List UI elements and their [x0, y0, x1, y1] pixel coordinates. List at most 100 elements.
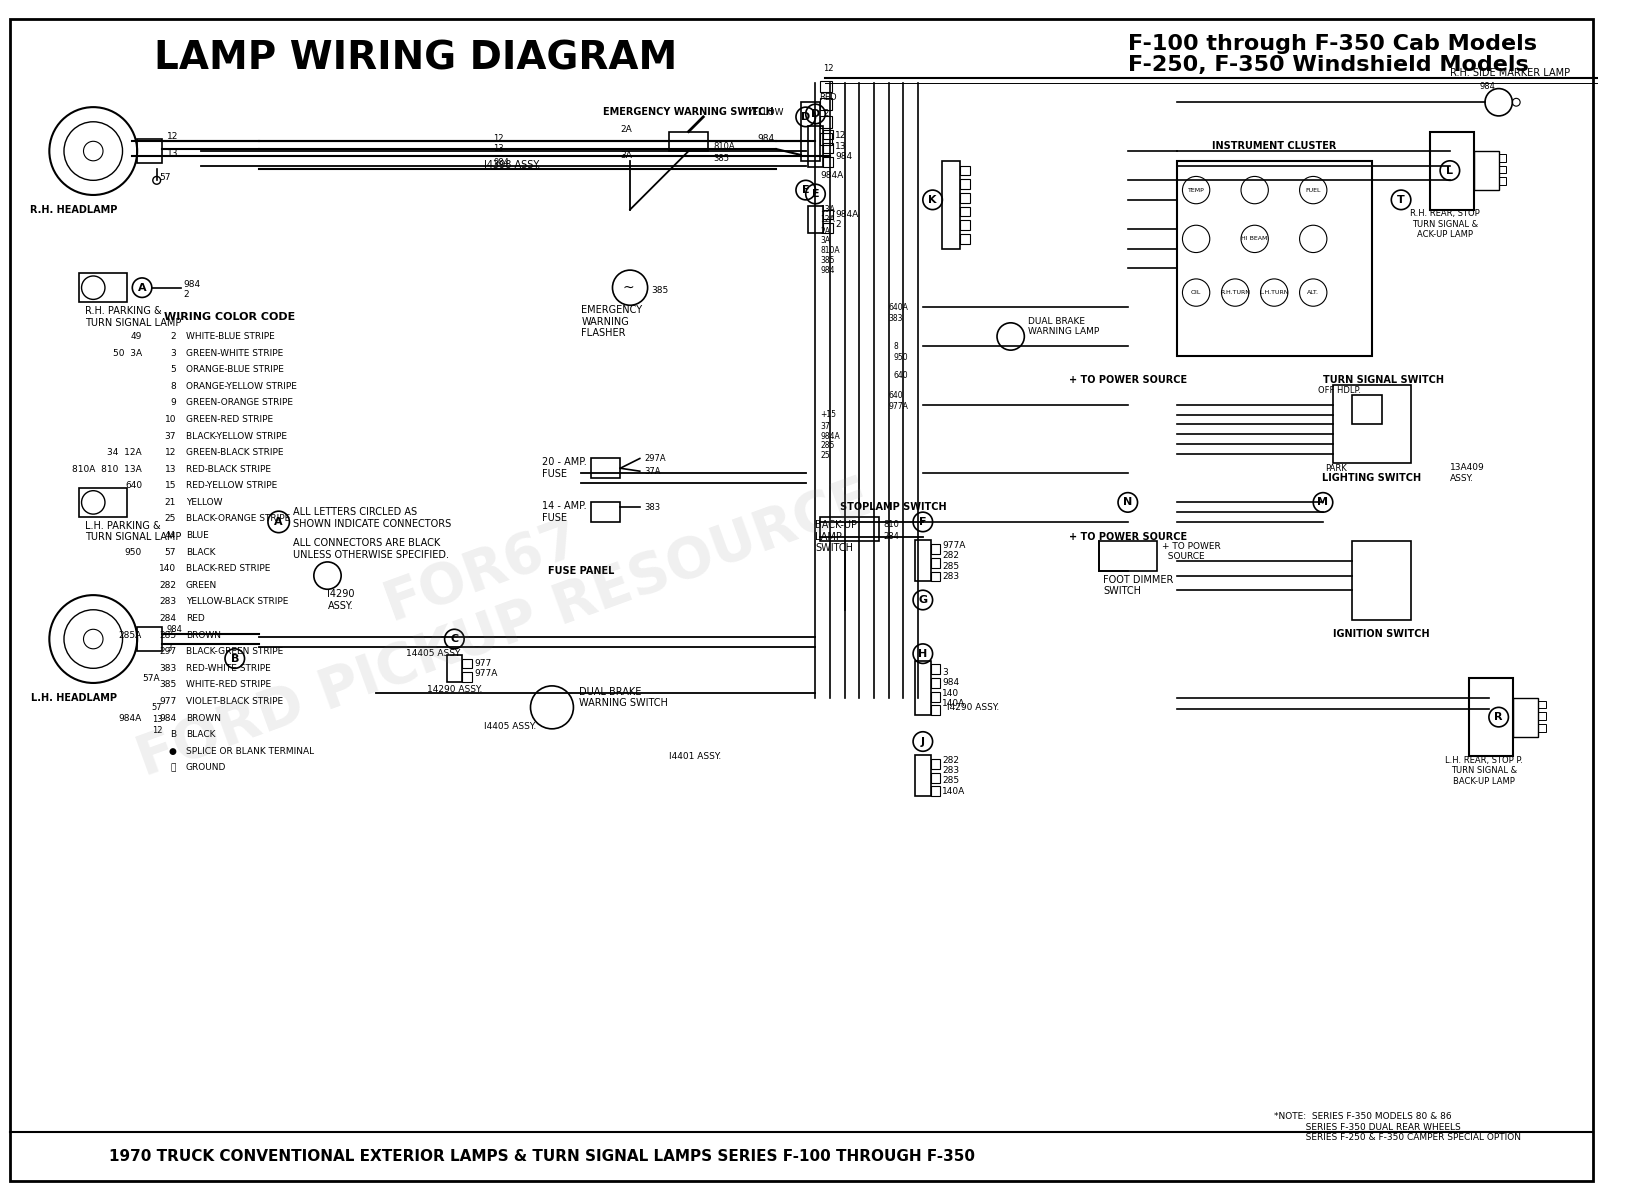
- Text: FOOT DIMMER
SWITCH: FOOT DIMMER SWITCH: [1103, 575, 1173, 596]
- Text: GREEN: GREEN: [186, 581, 217, 590]
- Text: 810A: 810A: [713, 142, 734, 151]
- Text: 5: 5: [170, 365, 176, 374]
- Bar: [960, 179, 969, 190]
- Text: ⏟: ⏟: [171, 763, 176, 773]
- Bar: [821, 517, 880, 541]
- Text: FOR67
FORD PICKUP RESOURCE: FOR67 FORD PICKUP RESOURCE: [108, 413, 878, 787]
- Bar: [1513, 697, 1537, 737]
- Text: D: D: [801, 112, 811, 122]
- Text: SHOWN INDICATE CONNECTORS: SHOWN INDICATE CONNECTORS: [294, 518, 452, 529]
- Text: RED: RED: [186, 614, 204, 623]
- Text: YELLOW-BLACK STRIPE: YELLOW-BLACK STRIPE: [186, 598, 289, 606]
- Bar: [942, 161, 960, 248]
- Bar: [916, 660, 930, 715]
- Text: 984A: 984A: [119, 714, 142, 722]
- Text: WHITE-BLUE STRIPE: WHITE-BLUE STRIPE: [186, 332, 274, 341]
- Text: 3: 3: [170, 348, 176, 358]
- Text: 282
283
285
140A: 282 283 285 140A: [942, 756, 966, 796]
- Bar: [960, 234, 969, 244]
- Text: R.H.TURN: R.H.TURN: [1221, 290, 1250, 295]
- Text: 984: 984: [158, 714, 176, 722]
- Text: 984: 984: [166, 625, 183, 634]
- Text: 57: 57: [152, 703, 163, 712]
- Bar: [669, 132, 708, 151]
- Bar: [916, 540, 930, 582]
- Text: N: N: [1123, 498, 1133, 508]
- Text: 37: 37: [821, 421, 831, 431]
- Bar: [821, 98, 832, 110]
- Bar: [462, 672, 472, 682]
- Text: IGNITION SWITCH: IGNITION SWITCH: [1333, 629, 1430, 640]
- Text: YELLOW: YELLOW: [747, 108, 783, 116]
- Bar: [960, 193, 969, 203]
- Text: L: L: [1446, 166, 1454, 175]
- Text: 20 - AMP.
FUSE: 20 - AMP. FUSE: [542, 457, 588, 479]
- Bar: [930, 571, 940, 582]
- Bar: [591, 458, 620, 478]
- Text: 984: 984: [821, 265, 836, 275]
- Bar: [808, 205, 823, 233]
- Text: R.H. HEADLAMP: R.H. HEADLAMP: [29, 205, 118, 215]
- Text: 50  3A: 50 3A: [113, 348, 142, 358]
- Text: L.H. REAR, STOP P.
TURN SIGNAL &
BACK-UP LAMP: L.H. REAR, STOP P. TURN SIGNAL & BACK-UP…: [1444, 756, 1523, 786]
- Text: 57: 57: [165, 547, 176, 557]
- Text: + TO POWER
  SOURCE: + TO POWER SOURCE: [1162, 541, 1221, 560]
- Text: 950: 950: [894, 354, 907, 362]
- Text: 385: 385: [158, 680, 176, 690]
- Bar: [930, 665, 940, 674]
- Text: G: G: [919, 595, 927, 605]
- Text: ALL LETTERS CIRCLED AS: ALL LETTERS CIRCLED AS: [294, 508, 418, 517]
- Text: 3A: 3A: [821, 236, 831, 245]
- Text: 57: 57: [160, 173, 171, 182]
- Bar: [1498, 154, 1506, 162]
- Text: E: E: [801, 185, 809, 196]
- Text: D: D: [811, 109, 821, 119]
- Text: 14 - AMP.
FUSE: 14 - AMP. FUSE: [542, 502, 588, 523]
- Bar: [1098, 541, 1157, 571]
- Text: WIRING COLOR CODE: WIRING COLOR CODE: [165, 312, 295, 322]
- Bar: [930, 786, 940, 796]
- Text: 383: 383: [645, 503, 661, 511]
- Text: GREEN-RED STRIPE: GREEN-RED STRIPE: [186, 415, 273, 424]
- Text: DUAL BRAKE
WARNING SWITCH: DUAL BRAKE WARNING SWITCH: [579, 686, 667, 708]
- Text: 984: 984: [183, 281, 201, 289]
- Text: 285A: 285A: [119, 631, 142, 640]
- Bar: [1498, 178, 1506, 185]
- Text: 640: 640: [889, 390, 902, 400]
- Text: 984: 984: [493, 158, 509, 167]
- Text: M: M: [1317, 498, 1328, 508]
- Text: F-250, F-350 Windshield Models: F-250, F-350 Windshield Models: [1128, 55, 1529, 76]
- Text: I4290
ASSY.: I4290 ASSY.: [328, 589, 356, 611]
- Text: FUSE PANEL: FUSE PANEL: [548, 565, 614, 576]
- Text: GREEN-BLACK STRIPE: GREEN-BLACK STRIPE: [186, 448, 284, 457]
- Bar: [137, 139, 162, 163]
- Text: 284: 284: [885, 532, 899, 541]
- Bar: [1537, 724, 1546, 732]
- Bar: [930, 678, 940, 688]
- Text: I4290 ASSY.: I4290 ASSY.: [947, 703, 999, 712]
- Bar: [1333, 385, 1410, 463]
- Text: ~: ~: [622, 281, 633, 295]
- Bar: [1353, 395, 1382, 425]
- Text: 2A: 2A: [821, 227, 831, 235]
- Text: 810: 810: [885, 521, 899, 529]
- Text: FUEL: FUEL: [1306, 187, 1320, 192]
- Text: 57A: 57A: [142, 673, 160, 683]
- Text: 977A
282
285
283: 977A 282 285 283: [942, 541, 966, 581]
- Text: GREEN-ORANGE STRIPE: GREEN-ORANGE STRIPE: [186, 398, 294, 407]
- Text: VIOLET-BLACK STRIPE: VIOLET-BLACK STRIPE: [186, 697, 282, 706]
- Text: + TO POWER SOURCE: + TO POWER SOURCE: [1069, 532, 1188, 541]
- Text: 25: 25: [821, 451, 831, 460]
- Text: 12: 12: [165, 448, 176, 457]
- Text: BLACK: BLACK: [186, 730, 215, 739]
- Text: ORANGE-YELLOW STRIPE: ORANGE-YELLOW STRIPE: [186, 382, 297, 391]
- Text: GREEN-WHITE STRIPE: GREEN-WHITE STRIPE: [186, 348, 284, 358]
- Text: 984A: 984A: [821, 170, 844, 180]
- Text: 285: 285: [821, 442, 834, 450]
- Text: 640: 640: [126, 481, 142, 491]
- Text: BROWN: BROWN: [186, 631, 220, 640]
- Text: 12
13
984: 12 13 984: [836, 131, 852, 161]
- Text: SPLICE OR BLANK TERMINAL: SPLICE OR BLANK TERMINAL: [186, 746, 313, 756]
- Text: J: J: [920, 737, 925, 746]
- Text: UNLESS OTHERWISE SPECIFIED.: UNLESS OTHERWISE SPECIFIED.: [294, 550, 449, 560]
